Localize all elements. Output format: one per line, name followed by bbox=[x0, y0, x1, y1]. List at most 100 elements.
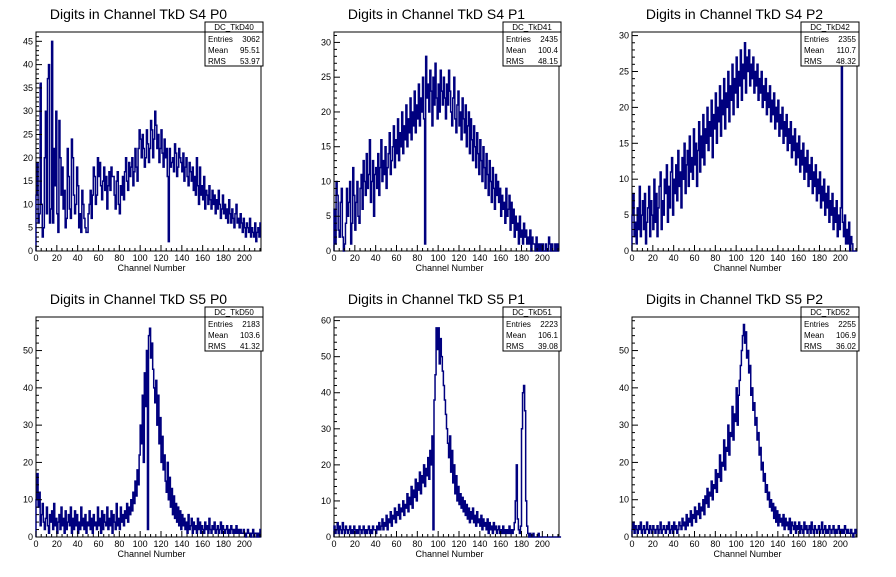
y-tick-label: 10 bbox=[619, 174, 629, 184]
y-tick-label: 10 bbox=[23, 495, 33, 505]
x-tick-label: 0 bbox=[331, 253, 336, 263]
x-tick-label: 120 bbox=[749, 253, 764, 263]
stats-label: RMS bbox=[506, 57, 524, 66]
stats-label: Entries bbox=[804, 35, 829, 44]
histogram-panel: Digits in Channel TkD S5 P00 20 40 60 80 100 1… bbox=[23, 291, 264, 559]
y-tick-label: 0 bbox=[326, 246, 331, 256]
x-tick-label: 0 bbox=[629, 253, 634, 263]
plot-frame bbox=[333, 31, 560, 252]
stats-name: DC_TkD41 bbox=[512, 23, 552, 32]
stats-value: 48.15 bbox=[538, 57, 559, 66]
x-tick-label: 160 bbox=[493, 539, 508, 549]
plot-frame bbox=[631, 316, 858, 538]
y-tick-label: 5 bbox=[28, 223, 33, 233]
stats-label: Mean bbox=[506, 331, 526, 340]
x-tick-label: 40 bbox=[371, 253, 381, 263]
plot-frame bbox=[35, 316, 262, 538]
y-tick-label: 30 bbox=[619, 31, 629, 41]
stats-name: DC_TkD51 bbox=[512, 308, 552, 317]
x-tick-label: 160 bbox=[791, 539, 806, 549]
x-tick-label: 80 bbox=[412, 539, 422, 549]
y-tick-label: 25 bbox=[321, 72, 331, 82]
x-tick-label: 200 bbox=[237, 253, 252, 263]
x-tick-label: 60 bbox=[93, 539, 103, 549]
x-tick-label: 180 bbox=[812, 539, 827, 549]
y-tick-label: 20 bbox=[321, 107, 331, 117]
x-tick-label: 80 bbox=[710, 253, 720, 263]
x-tick-label: 20 bbox=[350, 539, 360, 549]
stats-value: 106.1 bbox=[538, 331, 559, 340]
histogram-line bbox=[631, 323, 857, 538]
stats-value: 39.08 bbox=[538, 342, 559, 351]
x-tick-label: 0 bbox=[629, 539, 634, 549]
x-tick-label: 120 bbox=[451, 253, 466, 263]
x-tick-label: 20 bbox=[648, 253, 658, 263]
y-tick-label: 20 bbox=[23, 153, 33, 163]
x-tick-label: 60 bbox=[391, 539, 401, 549]
stats-value: 41.32 bbox=[240, 342, 261, 351]
y-tick-label: 50 bbox=[321, 352, 331, 362]
stats-value: 2223 bbox=[540, 320, 558, 329]
y-tick-label: 25 bbox=[619, 66, 629, 76]
histogram-panel: Digits in Channel TkD S5 P10 20 40 60 80 100 1… bbox=[321, 291, 562, 559]
y-tick-label: 5 bbox=[624, 210, 629, 220]
y-tick-label: 30 bbox=[23, 420, 33, 430]
x-tick-label: 120 bbox=[749, 539, 764, 549]
y-tick-label: 40 bbox=[321, 388, 331, 398]
x-tick-label: 20 bbox=[52, 539, 62, 549]
histogram-line bbox=[35, 327, 261, 538]
stats-name: DC_TkD40 bbox=[214, 23, 254, 32]
x-tick-label: 180 bbox=[812, 253, 827, 263]
stats-value: 2255 bbox=[838, 320, 856, 329]
x-tick-label: 120 bbox=[153, 253, 168, 263]
stats-value: 48.32 bbox=[836, 57, 857, 66]
stats-label: Mean bbox=[804, 331, 824, 340]
plot-frame bbox=[631, 31, 858, 252]
histogram-line bbox=[333, 327, 562, 538]
x-tick-label: 40 bbox=[669, 253, 679, 263]
stats-box bbox=[502, 306, 562, 352]
stats-value: 95.51 bbox=[240, 46, 261, 55]
stats-label: Entries bbox=[506, 35, 531, 44]
x-tick-label: 140 bbox=[174, 253, 189, 263]
y-tick-label: 0 bbox=[28, 532, 33, 542]
x-tick-label: 80 bbox=[710, 539, 720, 549]
y-tick-label: 20 bbox=[321, 460, 331, 470]
stats-value: 106.9 bbox=[836, 331, 857, 340]
stats-label: Mean bbox=[506, 46, 526, 55]
stats-value: 2355 bbox=[838, 35, 856, 44]
y-tick-label: 30 bbox=[619, 420, 629, 430]
y-tick-label: 0 bbox=[624, 532, 629, 542]
y-tick-label: 15 bbox=[23, 176, 33, 186]
x-tick-label: 40 bbox=[371, 539, 381, 549]
y-tick-label: 10 bbox=[321, 496, 331, 506]
x-tick-label: 60 bbox=[391, 253, 401, 263]
stats-box bbox=[800, 306, 860, 352]
x-tick-label: 200 bbox=[833, 539, 848, 549]
stats-value: 53.97 bbox=[240, 57, 261, 66]
y-tick-label: 50 bbox=[23, 346, 33, 356]
y-tick-label: 35 bbox=[23, 83, 33, 93]
x-tick-label: 0 bbox=[331, 539, 336, 549]
stats-label: Mean bbox=[208, 331, 228, 340]
x-tick-label: 60 bbox=[689, 253, 699, 263]
x-tick-label: 100 bbox=[729, 539, 744, 549]
x-tick-label: 40 bbox=[669, 539, 679, 549]
y-tick-label: 40 bbox=[619, 383, 629, 393]
x-tick-label: 160 bbox=[493, 253, 508, 263]
histogram-panel: Digits in Channel TkD S5 P20 20 40 60 80 100 1… bbox=[619, 291, 860, 559]
stats-box bbox=[204, 21, 264, 67]
x-tick-label: 100 bbox=[431, 539, 446, 549]
x-tick-label: 100 bbox=[729, 253, 744, 263]
stats-box bbox=[204, 306, 264, 352]
stats-label: RMS bbox=[208, 342, 226, 351]
stats-name: DC_TkD50 bbox=[214, 308, 254, 317]
histogram-panel: Digits in Channel TkD S4 P00 20 40 60 80 100 1… bbox=[23, 6, 264, 273]
x-tick-label: 80 bbox=[114, 253, 124, 263]
stats-value: 110.7 bbox=[837, 46, 857, 55]
x-tick-label: 200 bbox=[535, 253, 550, 263]
histogram-line bbox=[333, 55, 559, 252]
plot-frame bbox=[35, 31, 262, 252]
chart-title: Digits in Channel TkD S5 P2 bbox=[646, 291, 823, 307]
